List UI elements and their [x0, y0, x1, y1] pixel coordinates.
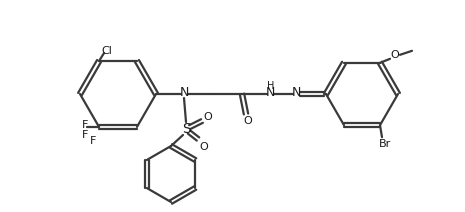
Text: Cl: Cl: [101, 46, 113, 56]
Text: O: O: [199, 142, 208, 152]
Text: Br: Br: [379, 139, 391, 149]
Text: O: O: [244, 116, 252, 126]
Text: F: F: [90, 136, 96, 146]
Text: N: N: [291, 85, 301, 99]
Text: F: F: [82, 120, 88, 130]
Text: S: S: [182, 122, 190, 136]
Text: H: H: [267, 81, 275, 91]
Text: N: N: [266, 85, 275, 99]
Text: F: F: [82, 130, 88, 140]
Text: O: O: [391, 50, 399, 60]
Text: N: N: [179, 85, 189, 99]
Text: O: O: [204, 112, 213, 122]
